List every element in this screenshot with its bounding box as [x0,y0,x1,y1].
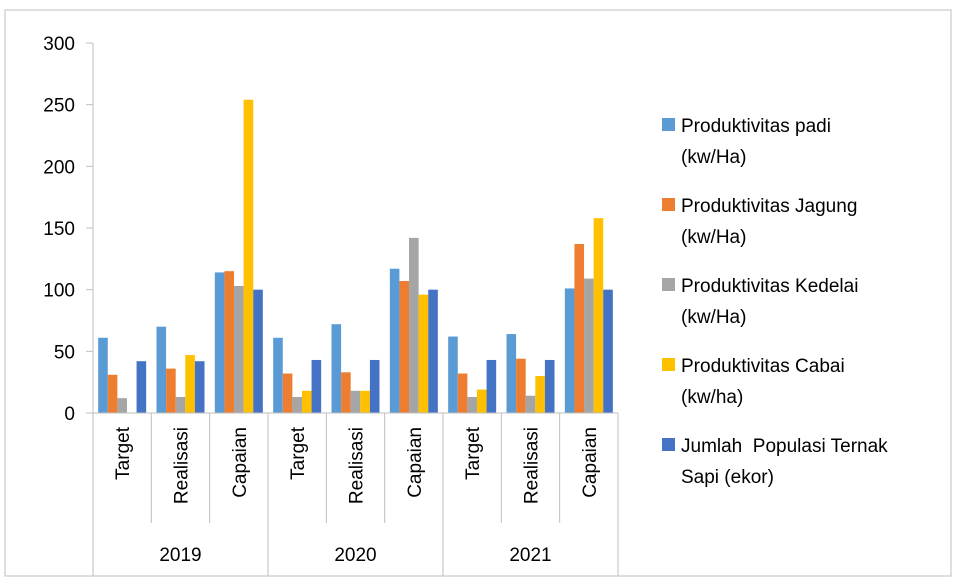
bar [535,376,545,413]
legend-label: Jumlah Populasi Ternak [681,436,888,457]
legend-swatch [662,438,675,451]
bar [185,355,195,413]
x-group-label: 2021 [509,545,551,566]
bar [603,289,613,413]
bar [467,396,477,413]
legend-swatch [662,358,675,371]
y-tick-label: 50 [54,342,75,363]
legend-swatch [662,278,675,291]
bar [369,359,380,413]
bar [292,396,302,413]
x-category-label: Realisasi [347,427,368,504]
x-category-label: Capaian [580,427,601,498]
x-axis: Target Realisasi Capaian Target Realisasi Cap… [92,412,619,576]
x-category-label: Capaian [230,427,251,498]
bar [194,361,205,413]
bar [214,272,225,413]
legend-label: (kw/Ha) [681,147,746,168]
x-category-label: Realisasi [172,427,193,504]
bar [136,361,147,413]
bar [593,218,604,413]
x-category-label: Realisasi [522,427,543,504]
bar [234,285,244,413]
y-axis: 0 50 100 150 200 250 300 [43,34,94,425]
bar [253,289,263,413]
legend-label: (kw/ha) [681,387,743,408]
bar [409,237,419,413]
x-category-label: Target [463,426,484,480]
bar [282,373,293,413]
bar [448,336,458,413]
bars [98,99,613,413]
bar [486,359,497,413]
bar [156,326,167,413]
bar [166,368,176,413]
bar [311,359,322,413]
bar [399,281,410,413]
bar [574,244,585,413]
y-tick-label: 250 [43,96,75,117]
bar [389,268,400,413]
legend-label: (kw/Ha) [681,307,746,328]
bar [516,358,526,413]
y-tick-label: 300 [43,34,75,55]
bar [175,396,186,413]
legend-swatch [662,118,675,131]
bar [428,289,438,413]
x-category-label: Target [288,426,309,480]
bar [273,337,283,413]
legend-swatch [662,198,675,211]
y-tick-label: 150 [43,219,75,240]
x-group-label: 2019 [159,545,201,566]
bar [107,374,118,413]
bar [224,271,235,413]
bar [350,390,361,413]
bar [584,278,594,413]
legend-label: Produktivitas Cabai [681,356,845,377]
x-group-label: 2020 [334,545,376,566]
bar [418,294,429,413]
bar [476,389,487,413]
legend-label: Produktivitas Jagung [681,196,857,217]
legend-label: (kw/Ha) [681,227,746,248]
legend: Produktivitas padi (kw/Ha) Produktivitas J… [662,116,888,488]
legend-label: Produktivitas Kedelai [681,276,858,297]
bar [544,359,555,413]
bar [457,373,468,413]
bar [98,337,108,413]
bar [341,372,351,413]
bar [117,398,127,413]
bar [331,324,342,413]
bar [243,99,254,413]
legend-label: Sapi (ekor) [681,467,774,488]
bar [506,334,517,413]
chart-border [4,9,952,577]
x-category-label: Target [113,426,134,480]
y-tick-label: 200 [43,157,75,178]
bar [525,395,536,413]
bar [564,288,575,413]
legend-label: Produktivitas padi [681,116,831,137]
bar [360,390,370,413]
x-category-label: Capaian [405,427,426,498]
y-tick-label: 0 [64,404,75,425]
y-tick-label: 100 [43,281,75,302]
bar [301,390,312,413]
